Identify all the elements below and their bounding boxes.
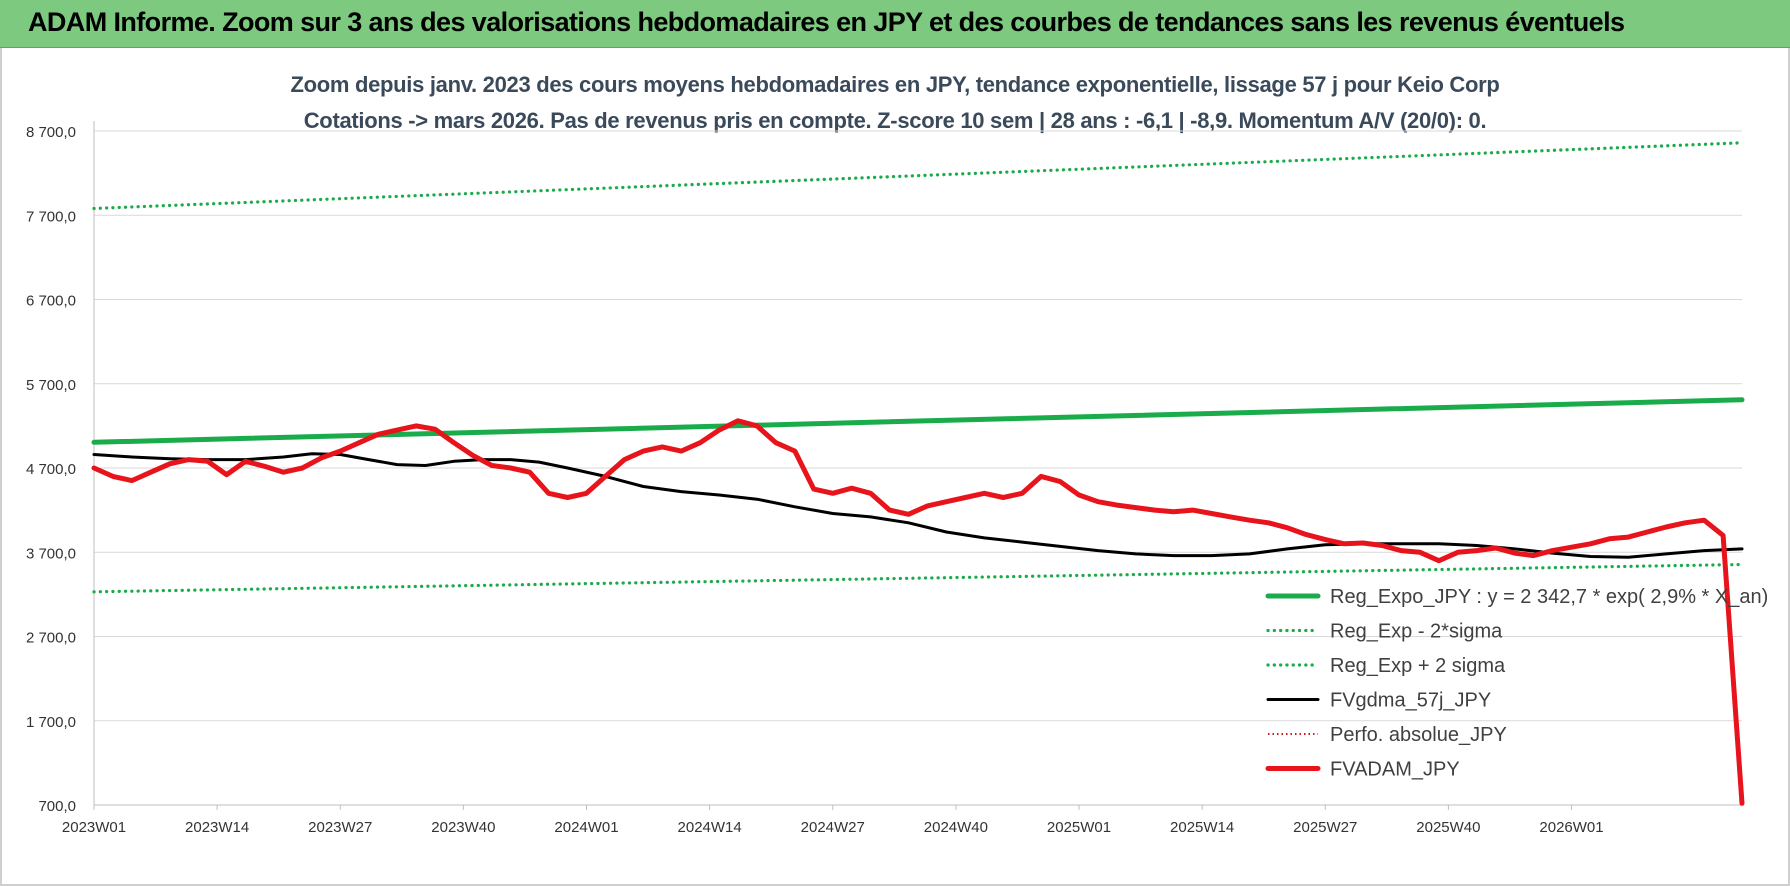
y-tick-label: 1 700,0	[26, 714, 76, 731]
series-line-3	[92, 452, 1744, 559]
y-tick-label: 3 700,0	[26, 545, 76, 562]
legend-label: FVgdma_57j_JPY	[1330, 690, 1491, 712]
grid-lines	[93, 121, 1742, 806]
x-axis-ticks: 2023W01 2023W14 2023W27 2023W40 2024W01 2024W…	[62, 805, 1604, 836]
header-banner: ADAM Informe. Zoom sur 3 ans des valoris…	[0, 0, 1790, 48]
legend: Reg_Expo_JPY : y = 2 342,7 * exp( 2,9% *…	[1265, 586, 1768, 781]
x-tick-label: 2023W01	[62, 819, 126, 836]
legend-label: Reg_Expo_JPY : y = 2 342,7 * exp( 2,9% *…	[1330, 586, 1768, 608]
y-tick-label: 5 700,0	[26, 377, 76, 394]
x-tick-label: 2023W40	[431, 819, 495, 836]
series-line-0	[91, 397, 1745, 445]
y-tick-label: 4 700,0	[26, 461, 76, 478]
series-line-5	[91, 418, 1745, 806]
chart-title: Zoom depuis janv. 2023 des cours moyens …	[290, 72, 1500, 97]
y-axis-ticks: 8 700,0 7 700,0 6 700,0 5 700,0 4 700,0 3 700…	[26, 124, 76, 815]
legend-label: Reg_Exp - 2*sigma	[1330, 621, 1503, 643]
x-tick-label: 2025W14	[1170, 819, 1234, 836]
x-tick-label: 2025W40	[1416, 819, 1480, 836]
y-tick-label: 700,0	[38, 798, 76, 815]
chart-subtitle: Cotations -> mars 2026. Pas de revenus p…	[303, 108, 1487, 133]
x-tick-label: 2024W40	[924, 819, 988, 836]
y-tick-label: 2 700,0	[26, 630, 76, 647]
series-lines	[91, 141, 1745, 806]
y-tick-label: 6 700,0	[26, 293, 76, 310]
legend-label: Reg_Exp + 2 sigma	[1330, 655, 1506, 677]
x-tick-label: 2026W01	[1539, 819, 1603, 836]
banner-title: ADAM Informe. Zoom sur 3 ans des valoris…	[28, 7, 1625, 37]
x-tick-label: 2024W14	[678, 819, 742, 836]
legend-label: Perfo. absolue_JPY	[1330, 724, 1507, 746]
y-tick-label: 7 700,0	[26, 208, 76, 225]
x-tick-label: 2023W14	[185, 819, 249, 836]
x-tick-label: 2023W27	[308, 819, 372, 836]
x-tick-label: 2025W01	[1047, 819, 1111, 836]
legend-label: FVADAM_JPY	[1330, 759, 1460, 781]
x-tick-label: 2024W27	[801, 819, 865, 836]
series-line-2	[92, 141, 1744, 211]
x-tick-label: 2024W01	[554, 819, 618, 836]
x-tick-label: 2025W27	[1293, 819, 1357, 836]
y-tick-label: 8 700,0	[26, 124, 76, 141]
series-line-1	[92, 562, 1744, 594]
